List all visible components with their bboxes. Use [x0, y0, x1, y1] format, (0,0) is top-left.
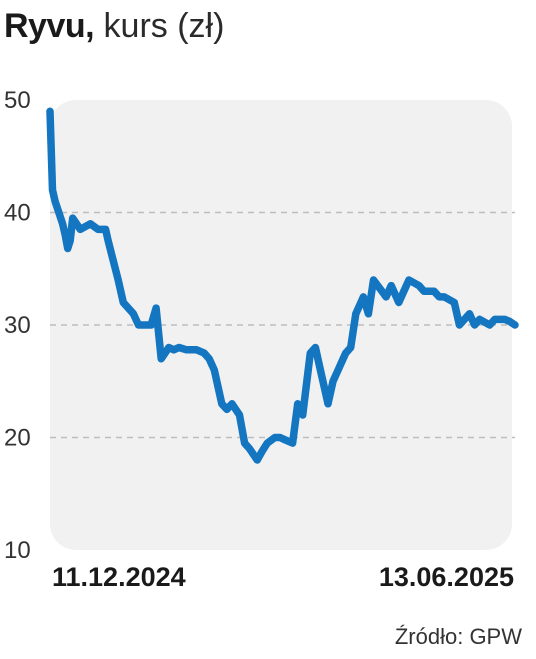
data-point	[318, 368, 322, 372]
y-tick-label: 50	[4, 87, 31, 114]
data-point	[437, 295, 441, 299]
y-tick-label: 10	[4, 537, 31, 564]
data-point	[326, 402, 330, 406]
data-point	[344, 351, 348, 355]
chart-title-rest: kurs (zł)	[94, 7, 225, 45]
data-point	[207, 357, 211, 361]
data-point	[361, 295, 365, 299]
data-point	[354, 312, 358, 316]
data-point	[422, 289, 426, 293]
data-point	[230, 402, 234, 406]
source-note: Źródło: GPW	[394, 624, 522, 649]
data-point	[331, 379, 335, 383]
data-point	[478, 317, 482, 321]
data-point	[195, 348, 199, 352]
data-point	[503, 317, 507, 321]
data-point	[468, 312, 471, 316]
data-point	[142, 323, 145, 327]
data-point	[366, 312, 370, 316]
data-point	[432, 289, 436, 293]
chart-title: Ryvu, kurs (zł)	[4, 6, 224, 46]
data-point	[238, 413, 241, 417]
data-point	[63, 233, 67, 237]
data-point	[336, 368, 340, 372]
data-point	[313, 346, 317, 349]
data-point	[291, 441, 295, 445]
data-point	[167, 346, 171, 349]
data-point	[301, 413, 305, 417]
y-tick-label: 30	[4, 312, 31, 339]
data-point	[61, 222, 65, 226]
data-point	[51, 188, 54, 192]
data-point	[66, 247, 70, 250]
data-point	[260, 449, 264, 453]
data-point	[88, 222, 92, 226]
data-point	[68, 239, 72, 243]
data-point	[154, 306, 158, 310]
data-point	[137, 323, 140, 327]
data-point	[488, 323, 492, 327]
data-point	[508, 320, 512, 324]
data-point	[397, 301, 401, 304]
y-tick-label: 40	[4, 200, 31, 227]
data-point	[417, 284, 421, 288]
data-point	[493, 317, 497, 321]
data-point	[442, 295, 446, 299]
data-point	[273, 436, 277, 439]
data-point	[104, 227, 108, 231]
data-point	[185, 348, 188, 352]
data-point	[116, 278, 120, 282]
data-point	[255, 458, 259, 462]
x-tick-label: 11.12.2024	[52, 562, 186, 592]
data-points	[48, 109, 517, 462]
data-point	[106, 239, 110, 243]
data-point	[372, 278, 375, 282]
data-point	[296, 402, 300, 406]
data-point	[473, 323, 477, 327]
x-axis: 11.12.2024 13.06.2025	[52, 562, 514, 592]
data-point	[457, 323, 461, 327]
data-point	[212, 368, 216, 372]
data-point	[243, 441, 247, 445]
data-point	[389, 284, 393, 288]
data-point	[96, 227, 100, 231]
data-point	[283, 438, 287, 442]
data-point	[225, 407, 229, 411]
data-point	[172, 348, 176, 352]
y-axis: 10 20 30 40 50	[4, 87, 31, 564]
data-point	[384, 295, 388, 299]
data-point	[159, 357, 163, 361]
data-point	[220, 402, 224, 406]
chart-title-bold: Ryvu,	[4, 7, 95, 45]
data-point	[407, 278, 411, 282]
data-point	[308, 351, 312, 355]
data-point	[513, 323, 517, 327]
data-point	[349, 346, 353, 349]
x-tick-label: 13.06.2025	[379, 562, 514, 592]
data-point	[131, 312, 135, 316]
data-point	[248, 447, 252, 451]
data-point	[202, 351, 206, 355]
data-point	[265, 441, 269, 445]
data-point	[121, 301, 125, 304]
data-point	[149, 323, 153, 327]
data-point	[177, 346, 181, 349]
data-point	[78, 227, 82, 231]
data-point	[48, 109, 52, 113]
data-point	[71, 216, 75, 220]
data-point	[278, 436, 282, 439]
data-point	[190, 348, 193, 352]
y-tick-label: 20	[4, 425, 31, 452]
data-point	[452, 301, 456, 304]
data-point	[402, 289, 406, 293]
data-point	[53, 199, 57, 203]
